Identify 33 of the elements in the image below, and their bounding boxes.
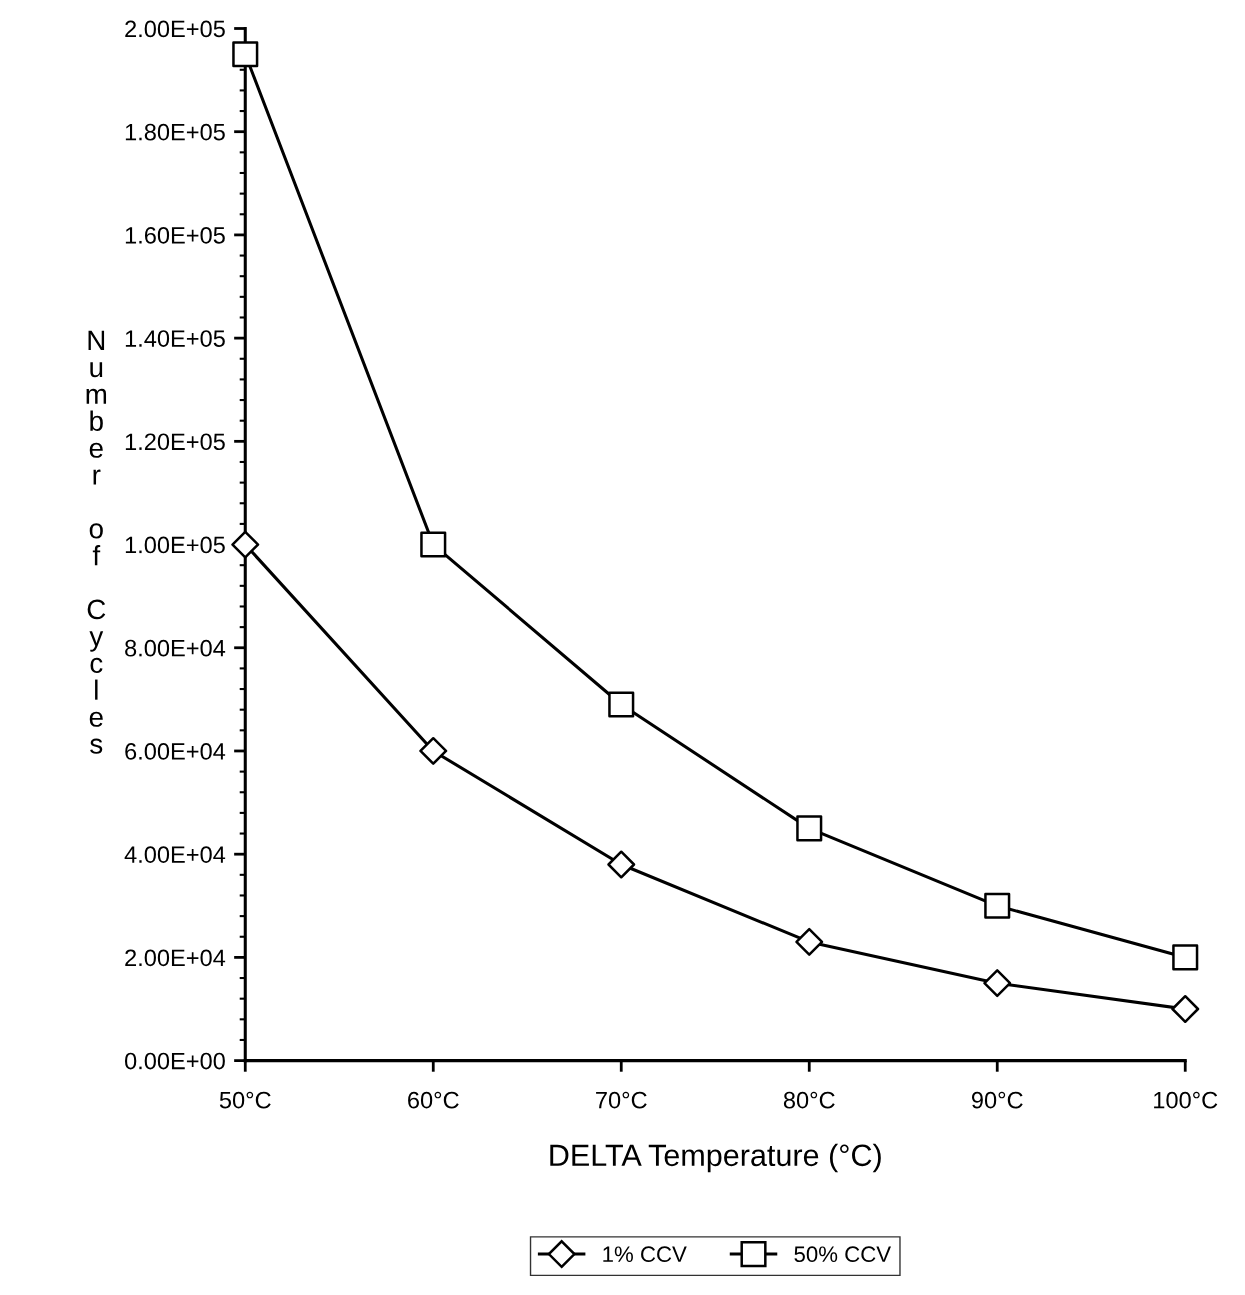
y-tick-label: 6.00E+04 (125, 743, 226, 760)
x-tick-label: 80°C (783, 1091, 835, 1109)
x-tick-label: 70°C (596, 1091, 647, 1109)
point (420, 531, 447, 558)
y-tick-label: 1.20E+05 (125, 433, 225, 451)
y-tick-label: 2.00E+05 (125, 20, 225, 38)
y-tick-label: 2.00E+04 (125, 949, 226, 967)
point (983, 969, 1012, 998)
point (231, 530, 260, 559)
point (232, 41, 259, 68)
y-tick-label: 1.80E+05 (125, 123, 225, 141)
point (419, 736, 448, 765)
x-tick-label: 90°C (971, 1091, 1023, 1109)
x-axis-title: DELTA Temperature (°C) (550, 1143, 881, 1173)
point (796, 815, 823, 842)
y-tick-label: 1.00E+05 (125, 536, 225, 554)
y-tick-label: 1.60E+05 (125, 226, 225, 244)
point (608, 691, 635, 718)
legend-label: 50% CCV (794, 1246, 891, 1263)
y-tick-label: 4.00E+04 (124, 846, 226, 863)
point (984, 892, 1011, 919)
y-tick-label: 0.00E+00 (124, 1052, 225, 1070)
y-tick-label: 1.40E+05 (125, 330, 225, 347)
point (607, 850, 636, 879)
point (795, 927, 824, 956)
point (1172, 944, 1199, 971)
text: Number of Cycles (86, 330, 107, 754)
legend-label: 1% CCV (603, 1246, 687, 1263)
y-tick-label: 8.00E+04 (125, 639, 226, 657)
x-tick-label: 100°C (1154, 1091, 1218, 1109)
point (1171, 994, 1200, 1024)
x-tick-label: 60°C (408, 1091, 459, 1109)
x-tick-label: 50°C (219, 1091, 271, 1109)
